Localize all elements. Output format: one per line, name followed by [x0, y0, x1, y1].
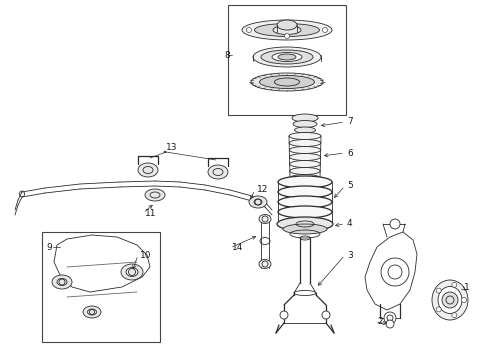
Ellipse shape: [290, 175, 320, 181]
Ellipse shape: [290, 167, 320, 175]
Ellipse shape: [52, 275, 72, 289]
Ellipse shape: [290, 153, 320, 161]
Circle shape: [280, 311, 288, 319]
Ellipse shape: [290, 161, 320, 167]
Circle shape: [386, 320, 394, 328]
Ellipse shape: [289, 147, 320, 153]
Text: 1: 1: [464, 284, 470, 292]
Ellipse shape: [260, 76, 315, 89]
Ellipse shape: [249, 196, 267, 208]
Ellipse shape: [293, 121, 317, 127]
Circle shape: [285, 22, 290, 27]
Text: 6: 6: [347, 148, 353, 158]
Ellipse shape: [438, 287, 462, 314]
Ellipse shape: [273, 26, 301, 35]
Ellipse shape: [138, 163, 158, 177]
Ellipse shape: [253, 47, 321, 67]
Ellipse shape: [278, 54, 296, 60]
Text: 9: 9: [46, 243, 52, 252]
Ellipse shape: [296, 132, 314, 138]
Text: 10: 10: [140, 251, 151, 260]
Circle shape: [452, 313, 457, 318]
Text: 13: 13: [166, 144, 177, 153]
Text: 11: 11: [145, 208, 156, 217]
Circle shape: [384, 312, 396, 324]
Ellipse shape: [121, 264, 143, 280]
Circle shape: [442, 292, 458, 308]
Circle shape: [436, 307, 441, 312]
Ellipse shape: [294, 127, 316, 133]
Ellipse shape: [208, 165, 228, 179]
Text: 3: 3: [347, 251, 353, 260]
Text: 7: 7: [347, 117, 353, 126]
Bar: [228, 5, 346, 115]
Ellipse shape: [259, 260, 271, 269]
Text: 5: 5: [347, 181, 353, 190]
Ellipse shape: [277, 20, 297, 30]
Ellipse shape: [277, 217, 333, 231]
Ellipse shape: [289, 139, 321, 147]
Text: 2: 2: [377, 318, 383, 327]
Circle shape: [322, 27, 327, 32]
Circle shape: [390, 219, 400, 229]
Ellipse shape: [278, 176, 332, 188]
Ellipse shape: [259, 215, 271, 224]
Text: 12: 12: [257, 185, 269, 194]
Ellipse shape: [432, 280, 468, 320]
Circle shape: [452, 282, 457, 287]
Ellipse shape: [283, 224, 327, 234]
Ellipse shape: [289, 132, 321, 139]
Circle shape: [381, 258, 409, 286]
Ellipse shape: [278, 196, 332, 208]
Ellipse shape: [292, 114, 318, 122]
Text: 8: 8: [224, 50, 230, 59]
Circle shape: [436, 288, 441, 293]
Circle shape: [246, 27, 251, 32]
Ellipse shape: [278, 206, 332, 218]
Bar: [42, 232, 160, 342]
Ellipse shape: [261, 50, 313, 64]
Ellipse shape: [145, 189, 165, 201]
Ellipse shape: [254, 23, 319, 36]
Ellipse shape: [242, 20, 332, 40]
Ellipse shape: [83, 306, 101, 318]
Ellipse shape: [278, 186, 332, 198]
Circle shape: [322, 311, 330, 319]
Ellipse shape: [272, 53, 302, 62]
Text: 4: 4: [347, 220, 353, 229]
Circle shape: [285, 33, 290, 39]
Circle shape: [462, 297, 466, 302]
Ellipse shape: [251, 73, 323, 91]
Text: 14: 14: [232, 243, 244, 252]
Circle shape: [164, 151, 166, 153]
